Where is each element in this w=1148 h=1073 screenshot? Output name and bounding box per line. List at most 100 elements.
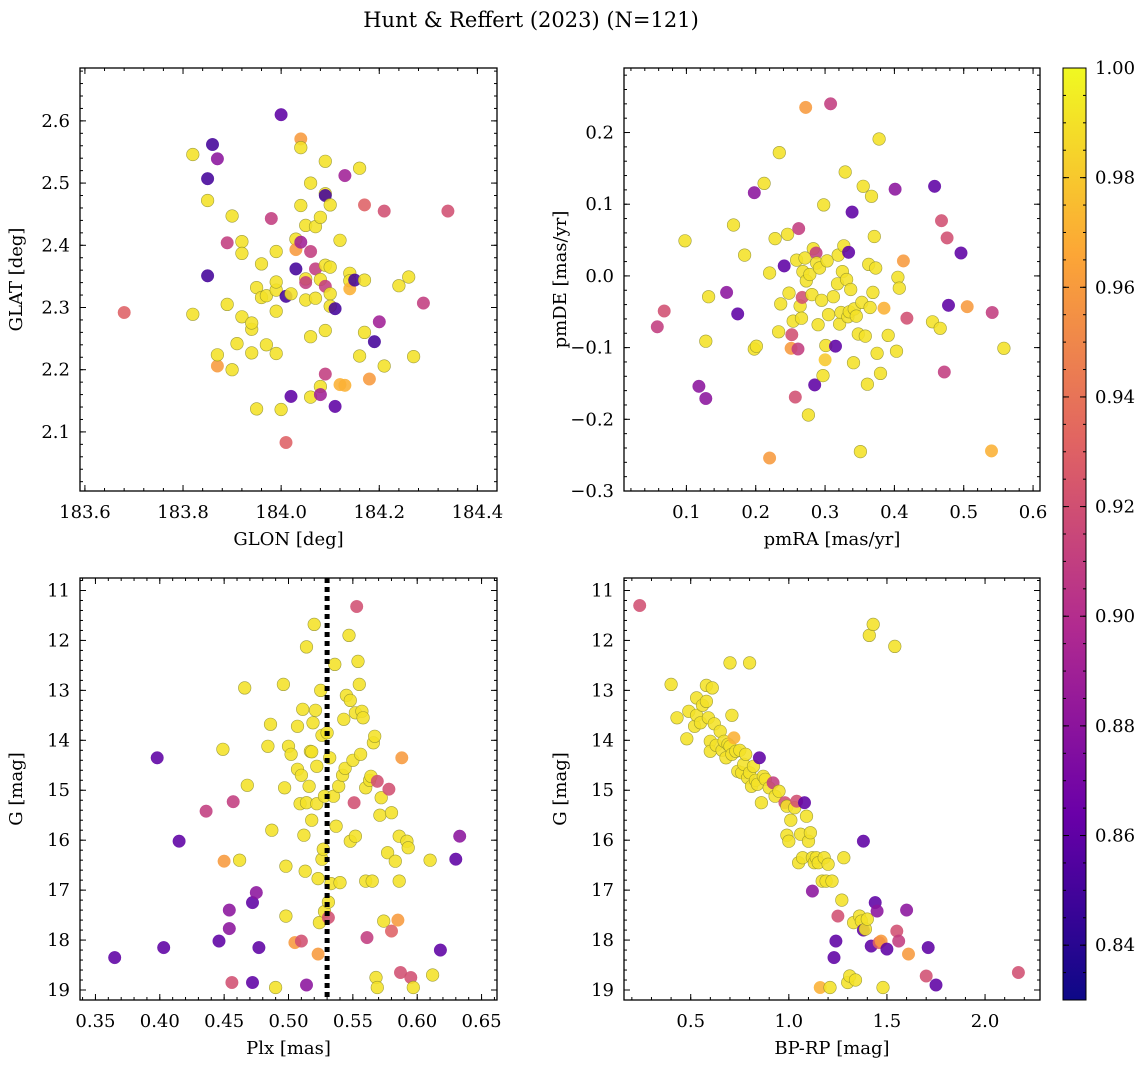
data-point xyxy=(680,732,694,746)
data-point xyxy=(737,248,752,262)
data-point xyxy=(747,186,761,200)
data-point xyxy=(831,909,845,923)
points-pm xyxy=(650,97,1011,465)
data-point xyxy=(306,716,320,730)
data-point xyxy=(332,779,346,793)
data-point xyxy=(269,980,283,995)
colorbar: 0.84 0.86 0.88 0.90 0.92 0.94 0.96 0.98 1.00 xyxy=(1062,58,1135,1001)
data-point xyxy=(821,308,836,322)
data-point xyxy=(792,222,806,236)
y-tick-label: 2.3 xyxy=(41,297,70,318)
data-point xyxy=(844,282,858,297)
colorbar-tick-label: 0.98 xyxy=(1095,168,1135,189)
data-point xyxy=(263,717,278,731)
data-point xyxy=(294,235,308,249)
data-point xyxy=(284,389,298,403)
data-point xyxy=(384,806,399,820)
data-point xyxy=(225,209,239,223)
data-point xyxy=(220,236,234,250)
data-point xyxy=(294,768,309,782)
data-point xyxy=(300,978,314,992)
data-point xyxy=(304,176,318,190)
data-point xyxy=(881,328,895,343)
data-point xyxy=(892,934,906,948)
x-tick-label: 184.0 xyxy=(255,502,307,523)
data-point xyxy=(997,341,1011,355)
data-point xyxy=(225,976,239,990)
data-point xyxy=(842,245,856,259)
data-point xyxy=(352,677,366,692)
data-point xyxy=(304,244,318,258)
colorbar-tick-label: 0.94 xyxy=(1095,387,1135,408)
x-tick-label: 0.1 xyxy=(672,502,701,523)
data-point xyxy=(402,270,416,284)
data-point xyxy=(259,289,274,303)
data-point xyxy=(299,276,313,290)
data-point xyxy=(358,198,372,212)
data-point xyxy=(853,445,868,459)
data-point xyxy=(382,782,396,796)
data-point xyxy=(798,251,812,265)
data-point xyxy=(216,742,230,756)
x-tick-label: 0.5 xyxy=(949,502,978,523)
data-point xyxy=(307,617,321,632)
data-point xyxy=(308,291,323,305)
data-point xyxy=(692,379,706,393)
data-point xyxy=(856,179,870,193)
data-point xyxy=(785,328,799,342)
data-point xyxy=(265,823,279,837)
y-tick-label: 19 xyxy=(47,980,70,1001)
x-tick-label: 183.6 xyxy=(59,502,111,523)
data-point xyxy=(726,218,741,232)
data-point xyxy=(329,819,343,833)
data-point xyxy=(157,941,171,955)
data-point xyxy=(860,912,874,926)
data-point xyxy=(391,913,405,927)
data-point xyxy=(823,980,837,995)
x-tick-label: 0.60 xyxy=(397,1011,437,1032)
data-point xyxy=(313,210,328,224)
panel-pm: 0.1 0.2 0.3 0.4 0.5 0.6 −0.3 −0.2 −0.1 0.0 0.1 0.2 p… xyxy=(550,67,1047,550)
y-tick-label: 12 xyxy=(591,630,614,651)
x-tick-label: 0.40 xyxy=(140,1011,180,1032)
data-point xyxy=(799,100,813,114)
data-point xyxy=(838,165,852,179)
colorbar-ticks: 0.84 0.86 0.88 0.90 0.92 0.94 0.96 0.98 1.00 xyxy=(1063,58,1135,974)
data-point xyxy=(368,729,382,743)
y-tick-label: 14 xyxy=(591,730,614,751)
data-point xyxy=(367,335,381,349)
figure-title: Hunt & Reffert (2023) (N=121) xyxy=(363,8,699,32)
data-point xyxy=(772,146,786,160)
data-point xyxy=(803,826,818,840)
data-point xyxy=(848,973,863,987)
data-point xyxy=(308,703,323,717)
x-tick-label: 1.5 xyxy=(873,1011,902,1032)
data-point xyxy=(940,231,954,245)
data-point xyxy=(699,334,713,348)
points-cmd xyxy=(633,599,1025,995)
data-point xyxy=(245,316,259,330)
panel-plxg: 0.35 0.40 0.45 0.50 0.55 0.60 0.65 11 12 13 14 15 16… xyxy=(6,577,502,1059)
data-point xyxy=(805,884,819,898)
data-point xyxy=(226,795,240,809)
data-point xyxy=(365,874,379,888)
data-point xyxy=(441,204,455,218)
colorbar-gradient xyxy=(1062,67,1087,1001)
data-point xyxy=(860,377,875,391)
colorbar-tick-label: 0.86 xyxy=(1095,826,1135,847)
x-tick-label: 0.35 xyxy=(75,1011,115,1032)
data-point xyxy=(304,330,318,344)
data-point xyxy=(867,229,881,244)
data-point xyxy=(269,346,283,361)
data-point xyxy=(276,677,291,692)
data-point xyxy=(752,751,766,765)
x-tick-label: 0.2 xyxy=(741,502,770,523)
data-point xyxy=(701,290,716,304)
data-point xyxy=(392,279,406,293)
data-point xyxy=(888,182,902,196)
data-point xyxy=(657,304,671,318)
colorbar-tick-label: 0.84 xyxy=(1095,935,1135,956)
data-point xyxy=(284,287,298,301)
data-point xyxy=(678,234,692,248)
data-point xyxy=(210,359,224,373)
